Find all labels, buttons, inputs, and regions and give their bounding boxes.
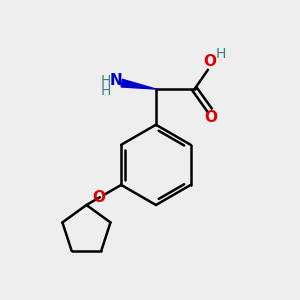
Text: O: O (204, 110, 218, 125)
Text: N: N (110, 73, 123, 88)
Text: H: H (101, 84, 112, 98)
Text: O: O (203, 54, 216, 69)
Text: H: H (101, 74, 112, 88)
Text: H: H (215, 47, 226, 61)
Polygon shape (121, 79, 156, 89)
Text: O: O (92, 190, 105, 206)
